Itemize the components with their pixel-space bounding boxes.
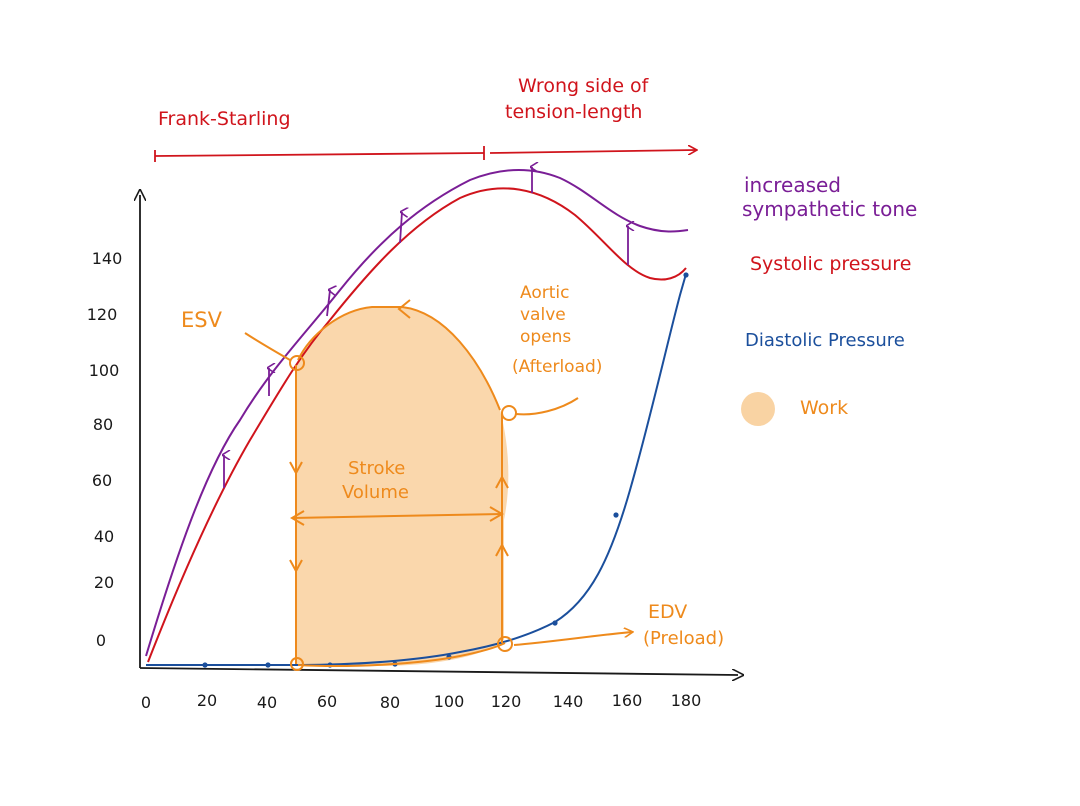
stroke-volume-arrowhead-left	[290, 510, 305, 526]
y-tick-60: 60	[92, 471, 112, 490]
y-tick-20: 20	[94, 573, 114, 592]
legend-sympathetic-line2: sympathetic tone	[742, 197, 917, 221]
loop-direction-down-2	[289, 559, 303, 574]
aortic-valve-point	[501, 405, 517, 421]
legend-work-swatch	[741, 392, 775, 426]
diastolic-point	[202, 662, 208, 668]
x-tick-80: 80	[380, 693, 400, 712]
x-tick-160: 160	[612, 691, 643, 710]
wrong-side-label-line1: Wrong side of	[518, 75, 650, 97]
diastolic-point	[265, 662, 271, 668]
edv-leader	[513, 632, 632, 646]
legend-work: Work	[800, 397, 848, 419]
shift-arrow-3	[326, 290, 330, 317]
systolic-curve	[147, 187, 687, 663]
diastolic-curve	[146, 273, 687, 666]
sympathetic-shift-arrows	[224, 167, 628, 488]
legend-sympathetic-line1: increased	[744, 173, 841, 197]
diastolic-point	[683, 272, 689, 278]
range-brackets	[154, 146, 696, 162]
legend-systolic: Systolic pressure	[750, 253, 911, 275]
y-tick-100: 100	[89, 361, 120, 380]
y-tick-0: 0	[96, 631, 106, 650]
x-tick-140: 140	[553, 692, 584, 711]
edv-point	[497, 636, 513, 652]
x-tick-120: 120	[491, 692, 522, 711]
x-tick-60: 60	[317, 692, 337, 711]
x-tick-100: 100	[434, 692, 465, 711]
x-axis	[139, 667, 738, 675]
stroke-volume-arrowhead-right	[489, 506, 504, 522]
x-tick-40: 40	[257, 693, 277, 712]
filling-line	[297, 642, 506, 667]
esv-label: ESV	[181, 308, 223, 332]
loop-direction-up-2	[495, 542, 509, 557]
aortic-label-line1: Aortic	[520, 283, 569, 303]
esv-leader	[244, 332, 291, 361]
loop-direction-top	[397, 299, 411, 319]
pv-loop	[244, 299, 632, 671]
y-tick-120: 120	[87, 305, 118, 324]
edv-label-line1: EDV	[648, 601, 687, 623]
aortic-label-line2: valve	[520, 305, 566, 325]
loop-direction-up-1	[495, 474, 509, 489]
esv-point	[289, 355, 305, 371]
frank-starling-label: Frank-Starling	[158, 108, 291, 130]
edv-label-line2: (Preload)	[643, 628, 724, 649]
aortic-label-line3: opens	[520, 327, 571, 347]
x-tick-labels: 0 20 40 60 80 100 120 140 160 180	[141, 691, 701, 712]
diastolic-point	[552, 620, 558, 626]
x-tick-180: 180	[671, 691, 702, 710]
x-tick-0: 0	[141, 693, 151, 712]
shift-arrow-4	[399, 212, 402, 244]
stroke-volume-label-line1: Stroke	[348, 458, 405, 479]
wrong-side-label-line2: tension-length	[505, 101, 642, 123]
stroke-volume-arrow	[291, 513, 503, 519]
axes	[140, 195, 738, 675]
frank-starling-bracket	[154, 152, 485, 157]
y-tick-140: 140	[92, 249, 123, 268]
legend: increased sympathetic tone Systolic pres…	[741, 173, 917, 426]
y-tick-80: 80	[93, 415, 113, 434]
stroke-volume-label-line2: Volume	[342, 482, 409, 503]
mitral-open-point	[290, 657, 304, 671]
y-tick-labels: 0 20 40 60 80 100 120 140	[87, 249, 123, 650]
aortic-leader	[515, 397, 579, 416]
diastolic-point	[613, 512, 619, 518]
legend-diastolic: Diastolic Pressure	[745, 330, 905, 351]
aortic-label-line4: (Afterload)	[512, 357, 602, 377]
work-area	[296, 307, 509, 666]
tension-length-bracket	[489, 150, 696, 153]
x-tick-20: 20	[197, 691, 217, 710]
y-tick-40: 40	[94, 527, 114, 546]
loop-direction-down-1	[289, 461, 303, 476]
